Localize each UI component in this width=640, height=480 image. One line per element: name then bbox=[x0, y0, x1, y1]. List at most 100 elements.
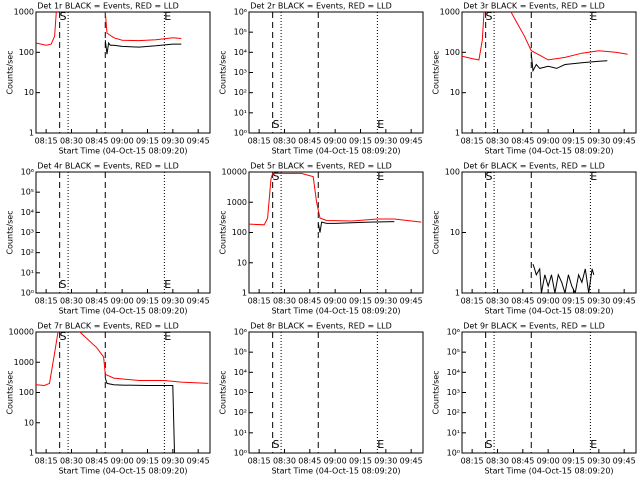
annotation: E bbox=[590, 170, 597, 183]
x-tick-label: 09:15 bbox=[136, 297, 159, 306]
y-tick-label: 10⁴ bbox=[234, 48, 247, 57]
x-tick-label: 08:30 bbox=[273, 137, 296, 146]
x-axis-label: Start Time (04-Oct-15 08:09:20) bbox=[484, 467, 613, 476]
plot-frame bbox=[461, 11, 637, 134]
annotation: S bbox=[60, 278, 67, 291]
y-tick-label: 10² bbox=[234, 408, 247, 417]
annotation: S bbox=[486, 10, 493, 23]
annotation: S bbox=[486, 170, 493, 183]
y-axis-label: Counts/sec bbox=[432, 50, 441, 94]
y-tick-label: 1 bbox=[29, 129, 34, 138]
x-axis-label: Start Time (04-Oct-15 08:09:20) bbox=[271, 147, 400, 156]
x-tick-label: 09:00 bbox=[537, 137, 560, 146]
annotation: S bbox=[486, 438, 493, 451]
y-tick-label: 1 bbox=[455, 289, 460, 298]
x-axis-label: Start Time (04-Oct-15 08:09:20) bbox=[271, 467, 400, 476]
chart-title: Det 4r BLACK = Events, RED = LLD bbox=[37, 162, 179, 171]
chart-title: Det 9r BLACK = Events, RED = LLD bbox=[463, 322, 605, 331]
y-tick-label: 10 bbox=[24, 418, 34, 427]
y-tick-label: 10¹ bbox=[234, 108, 247, 117]
x-tick-label: 08:15 bbox=[461, 457, 484, 466]
x-tick-label: 09:15 bbox=[136, 457, 159, 466]
x-tick-label: 08:15 bbox=[248, 137, 271, 146]
y-tick-label: 10⁰ bbox=[234, 129, 247, 138]
x-tick-label: 09:00 bbox=[537, 457, 560, 466]
annotation: E bbox=[164, 10, 171, 23]
x-tick-label: 09:30 bbox=[374, 297, 397, 306]
x-tick-label: 09:15 bbox=[562, 297, 585, 306]
plot-frame bbox=[248, 171, 424, 294]
x-axis-label: Start Time (04-Oct-15 08:09:20) bbox=[271, 307, 400, 316]
y-tick-label: 10⁴ bbox=[447, 368, 460, 377]
x-tick-label: 08:30 bbox=[60, 297, 83, 306]
y-axis-label: Counts/sec bbox=[6, 370, 15, 414]
x-tick-label: 08:15 bbox=[35, 457, 58, 466]
x-tick-label: 08:45 bbox=[298, 457, 321, 466]
plot-frame bbox=[35, 11, 211, 134]
y-tick-label: 10⁵ bbox=[234, 28, 247, 37]
y-tick-label: 10000 bbox=[9, 328, 34, 337]
y-tick-label: 10⁶ bbox=[21, 168, 34, 177]
x-tick-label: 09:30 bbox=[161, 457, 184, 466]
y-tick-label: 1 bbox=[242, 289, 247, 298]
series-line bbox=[317, 221, 395, 233]
panel: Det 8r BLACK = Events, RED = LLD Start Ti… bbox=[219, 322, 424, 476]
annotation: E bbox=[164, 278, 171, 291]
series-line bbox=[104, 40, 182, 55]
y-tick-label: 10² bbox=[21, 248, 34, 257]
y-tick-label: 100 bbox=[445, 48, 460, 57]
y-tick-label: 10 bbox=[24, 88, 34, 97]
plot-frame bbox=[461, 331, 637, 454]
panel: Det 2r BLACK = Events, RED = LLD Start Ti… bbox=[219, 2, 424, 156]
y-tick-label: 10³ bbox=[447, 388, 460, 397]
annotation: S bbox=[273, 170, 280, 183]
series-line bbox=[532, 263, 595, 293]
annotation: E bbox=[377, 118, 384, 131]
annotation: E bbox=[590, 438, 597, 451]
x-tick-label: 08:45 bbox=[298, 137, 321, 146]
y-axis-label: Counts/sec bbox=[219, 210, 228, 254]
y-tick-label: 10³ bbox=[234, 68, 247, 77]
plot-frame bbox=[248, 11, 424, 134]
y-tick-label: 10⁶ bbox=[234, 328, 247, 337]
chart-title: Det 1r BLACK = Events, RED = LLD bbox=[37, 2, 179, 11]
y-tick-label: 1 bbox=[29, 449, 34, 458]
y-tick-label: 10⁶ bbox=[447, 328, 460, 337]
series-line bbox=[249, 172, 422, 226]
series-line bbox=[36, 332, 209, 387]
y-tick-label: 1 bbox=[455, 129, 460, 138]
chart-title: Det 2r BLACK = Events, RED = LLD bbox=[250, 2, 392, 11]
x-tick-label: 08:45 bbox=[511, 297, 534, 306]
x-tick-label: 09:15 bbox=[562, 137, 585, 146]
y-tick-label: 10² bbox=[234, 88, 247, 97]
x-axis-label: Start Time (04-Oct-15 08:09:20) bbox=[58, 147, 187, 156]
x-tick-label: 09:30 bbox=[587, 297, 610, 306]
x-tick-label: 08:15 bbox=[461, 137, 484, 146]
x-tick-label: 09:45 bbox=[187, 457, 210, 466]
y-tick-label: 10⁰ bbox=[234, 449, 247, 458]
y-tick-label: 10¹ bbox=[21, 268, 34, 277]
x-tick-label: 08:15 bbox=[248, 297, 271, 306]
x-tick-label: 09:15 bbox=[349, 137, 372, 146]
plot-frame bbox=[461, 171, 637, 294]
x-tick-label: 08:30 bbox=[486, 297, 509, 306]
x-tick-label: 09:15 bbox=[349, 297, 372, 306]
y-tick-label: 100 bbox=[19, 48, 34, 57]
chart-title: Det 3r BLACK = Events, RED = LLD bbox=[463, 2, 605, 11]
x-tick-label: 08:45 bbox=[85, 457, 108, 466]
panel: Det 3r BLACK = Events, RED = LLD Start Ti… bbox=[432, 2, 637, 156]
x-tick-label: 09:00 bbox=[324, 137, 347, 146]
y-axis-label: Counts/sec bbox=[432, 210, 441, 254]
x-tick-label: 09:00 bbox=[324, 457, 347, 466]
panel: Det 6r BLACK = Events, RED = LLD Start Ti… bbox=[432, 162, 637, 316]
y-tick-label: 10⁰ bbox=[447, 449, 460, 458]
x-tick-label: 08:45 bbox=[511, 137, 534, 146]
chart-title: Det 8r BLACK = Events, RED = LLD bbox=[250, 322, 392, 331]
y-tick-label: 10⁵ bbox=[234, 348, 247, 357]
x-tick-label: 09:30 bbox=[587, 137, 610, 146]
y-tick-label: 10 bbox=[237, 258, 247, 267]
annotation: E bbox=[377, 170, 384, 183]
y-tick-label: 10000 bbox=[222, 168, 247, 177]
x-tick-label: 09:15 bbox=[136, 137, 159, 146]
x-tick-label: 09:00 bbox=[111, 297, 134, 306]
